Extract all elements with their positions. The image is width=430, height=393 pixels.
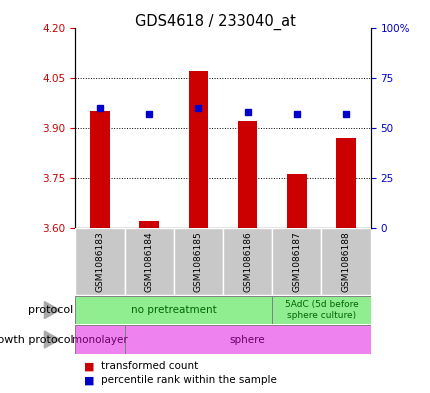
Polygon shape [44,331,60,348]
Text: GSM1086188: GSM1086188 [341,231,350,292]
Text: sphere: sphere [229,334,265,345]
Bar [139,221,159,228]
Polygon shape [44,301,60,319]
Text: growth protocol: growth protocol [0,334,73,345]
Bar [321,228,370,295]
Bar [124,325,370,354]
Bar [173,228,223,295]
Bar [90,111,110,228]
Text: ■: ■ [84,361,94,371]
Text: percentile rank within the sample: percentile rank within the sample [101,375,276,386]
Text: GSM1086187: GSM1086187 [292,231,301,292]
Text: ■: ■ [84,375,94,386]
Text: GSM1086184: GSM1086184 [144,231,154,292]
Text: 5AdC (5d before
sphere culture): 5AdC (5d before sphere culture) [284,300,357,320]
Bar [286,174,306,228]
Text: GSM1086185: GSM1086185 [194,231,203,292]
Text: monolayer: monolayer [72,334,128,345]
Text: protocol: protocol [28,305,73,315]
Bar [223,228,272,295]
Bar [335,138,355,228]
Bar [272,296,370,324]
Bar [75,228,124,295]
Text: transformed count: transformed count [101,361,198,371]
Bar [272,228,321,295]
Bar [237,121,257,228]
Bar [188,71,208,228]
Bar [124,228,173,295]
Text: no pretreatment: no pretreatment [131,305,216,315]
Bar [75,325,124,354]
Text: GSM1086183: GSM1086183 [95,231,104,292]
Text: GDS4618 / 233040_at: GDS4618 / 233040_at [135,14,295,30]
Text: GSM1086186: GSM1086186 [243,231,252,292]
Bar [75,296,272,324]
